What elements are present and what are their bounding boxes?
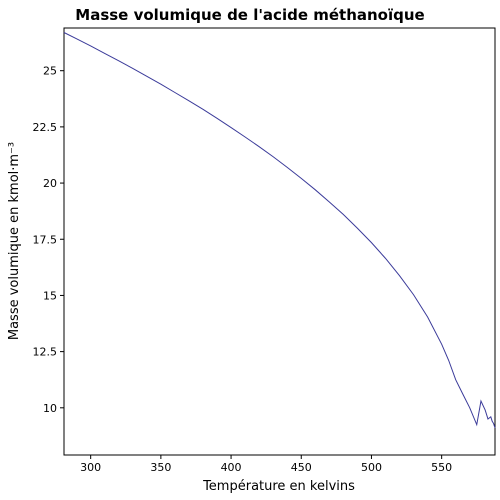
y-tick-label: 12.5 bbox=[33, 346, 58, 359]
x-axis-label: Température en kelvins bbox=[202, 479, 355, 494]
series-line bbox=[63, 32, 496, 429]
x-tick-label: 400 bbox=[221, 461, 242, 474]
y-tick-label: 10 bbox=[43, 402, 57, 415]
y-tick-label: 15 bbox=[43, 289, 57, 302]
x-tick-label: 300 bbox=[80, 461, 101, 474]
plot-area-frame bbox=[63, 27, 496, 456]
y-tick-label: 17.5 bbox=[33, 233, 58, 246]
x-tick-label: 350 bbox=[150, 461, 171, 474]
y-axis-label: Masse volumique en kmol·m⁻³ bbox=[7, 142, 22, 340]
x-axis: 300 350 400 450 500 550 bbox=[80, 455, 452, 474]
chart-title: Masse volumique de l'acide méthanoïque bbox=[75, 6, 424, 24]
x-tick-label: 500 bbox=[361, 461, 382, 474]
y-tick-label: 25 bbox=[43, 65, 57, 78]
x-tick-label: 450 bbox=[291, 461, 312, 474]
y-tick-label: 22.5 bbox=[33, 121, 58, 134]
y-tick-label: 20 bbox=[43, 177, 57, 190]
x-tick-label: 550 bbox=[431, 461, 452, 474]
y-axis: 10 12.5 15 17.5 20 22.5 25 bbox=[33, 65, 64, 415]
